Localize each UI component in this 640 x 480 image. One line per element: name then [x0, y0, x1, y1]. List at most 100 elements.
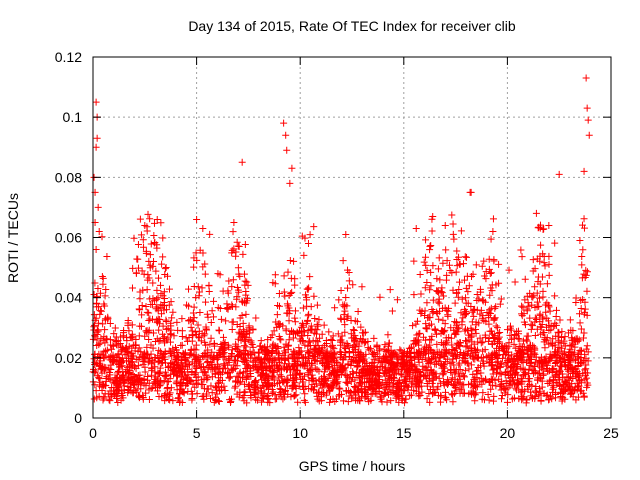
scatter-point — [359, 335, 367, 343]
scatter-point — [361, 389, 369, 397]
scatter-point — [524, 346, 532, 354]
scatter-point-outlier — [342, 230, 350, 238]
scatter-point — [165, 285, 173, 293]
scatter-point — [497, 395, 505, 403]
scatter-point — [162, 264, 170, 272]
scatter-point — [486, 310, 494, 318]
scatter-point — [324, 383, 332, 391]
scatter-point — [440, 379, 448, 387]
scatter-point — [258, 394, 266, 402]
scatter-point-outlier — [582, 74, 590, 82]
scatter-point — [155, 320, 163, 328]
scatter-point — [423, 395, 431, 403]
scatter-point — [98, 272, 106, 280]
scatter-point — [119, 371, 127, 379]
scatter-point — [200, 368, 208, 376]
scatter-point — [236, 348, 244, 356]
scatter-point — [542, 323, 550, 331]
scatter-point — [556, 316, 564, 324]
scatter-point — [272, 361, 280, 369]
scatter-point — [320, 351, 328, 359]
scatter-point — [583, 268, 591, 276]
scatter-point — [412, 320, 420, 328]
scatter-point — [212, 386, 220, 394]
scatter-point — [231, 357, 239, 365]
scatter-point — [552, 312, 560, 320]
scatter-point — [330, 351, 338, 359]
scatter-point — [147, 350, 155, 358]
scatter-point — [271, 280, 279, 288]
scatter-point — [448, 211, 456, 219]
scatter-point — [309, 386, 317, 394]
scatter-point — [135, 305, 143, 313]
scatter-point — [540, 259, 548, 267]
scatter-point — [134, 355, 142, 363]
scatter-point — [189, 309, 197, 317]
scatter-point — [243, 372, 251, 380]
scatter-point — [497, 295, 505, 303]
scatter-point — [320, 389, 328, 397]
scatter-point — [521, 296, 529, 304]
scatter-point — [326, 387, 334, 395]
scatter-point — [145, 274, 153, 282]
scatter-point — [178, 341, 186, 349]
scatter-point — [441, 394, 449, 402]
scatter-point — [573, 379, 581, 387]
scatter-point — [301, 398, 309, 406]
scatter-point — [204, 357, 212, 365]
scatter-point — [151, 378, 159, 386]
scatter-point — [521, 275, 529, 283]
scatter-point — [128, 284, 136, 292]
scatter-point — [404, 366, 412, 374]
scatter-point — [145, 309, 153, 317]
scatter-point — [362, 368, 370, 376]
scatter-point — [294, 398, 302, 406]
scatter-point — [379, 379, 387, 387]
scatter-point — [344, 312, 352, 320]
scatter-point — [141, 354, 149, 362]
scatter-point — [185, 317, 193, 325]
scatter-point — [251, 356, 259, 364]
scatter-point — [361, 328, 369, 336]
scatter-point — [192, 294, 200, 302]
scatter-point — [512, 369, 520, 377]
scatter-point — [542, 392, 550, 400]
scatter-point — [190, 254, 198, 262]
scatter-point — [145, 396, 153, 404]
scatter-point — [178, 327, 186, 335]
scatter-point — [351, 332, 359, 340]
scatter-point — [426, 286, 434, 294]
scatter-point — [156, 336, 164, 344]
scatter-point — [470, 376, 478, 384]
scatter-point — [101, 302, 109, 310]
scatter-point — [170, 332, 178, 340]
scatter-point — [105, 396, 113, 404]
scatter-point — [527, 388, 535, 396]
scatter-point — [198, 330, 206, 338]
scatter-point — [531, 283, 539, 291]
scatter-point — [428, 369, 436, 377]
scatter-point — [531, 368, 539, 376]
scatter-point — [360, 356, 368, 364]
scatter-point — [231, 384, 239, 392]
y-tick-label: 0.12 — [55, 49, 82, 65]
scatter-point — [365, 383, 373, 391]
scatter-point — [541, 344, 549, 352]
scatter-point — [340, 343, 348, 351]
scatter-point — [225, 368, 233, 376]
scatter-point — [144, 210, 152, 218]
scatter-point — [333, 375, 341, 383]
scatter-point — [433, 348, 441, 356]
scatter-point — [487, 304, 495, 312]
scatter-point — [139, 358, 147, 366]
scatter-point — [415, 367, 423, 375]
scatter-point — [149, 344, 157, 352]
scatter-point — [518, 253, 526, 261]
scatter-point — [415, 377, 423, 385]
y-tick-label: 0.04 — [55, 290, 82, 306]
scatter-point — [204, 346, 212, 354]
scatter-point — [334, 330, 342, 338]
scatter-point — [429, 309, 437, 317]
scatter-point-outlier — [576, 237, 584, 245]
scatter-point — [533, 298, 541, 306]
